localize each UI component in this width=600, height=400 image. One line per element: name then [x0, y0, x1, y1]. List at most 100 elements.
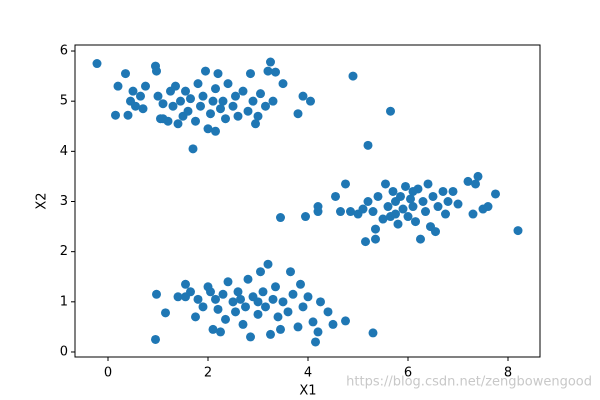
- point: [208, 324, 218, 334]
- point: [313, 202, 323, 212]
- point: [263, 259, 273, 269]
- y-tick-label: 4: [60, 144, 68, 159]
- point: [388, 186, 398, 196]
- point: [491, 189, 500, 199]
- point: [373, 191, 383, 201]
- point: [358, 204, 368, 214]
- point: [186, 287, 195, 297]
- point: [216, 327, 225, 337]
- point: [368, 328, 378, 338]
- point: [228, 297, 238, 307]
- point: [293, 322, 303, 332]
- watermark: https://blog.csdn.net/zengbowengood: [346, 375, 592, 390]
- point: [283, 307, 293, 317]
- point: [223, 277, 233, 287]
- point: [138, 104, 148, 114]
- point: [253, 111, 263, 121]
- point: [216, 104, 225, 114]
- point: [136, 91, 145, 101]
- point: [243, 274, 253, 284]
- point: [168, 101, 178, 111]
- point: [198, 91, 208, 101]
- point: [206, 287, 215, 297]
- point: [271, 67, 280, 77]
- point: [201, 66, 210, 76]
- point: [288, 289, 298, 299]
- point: [181, 86, 190, 96]
- point: [152, 66, 161, 76]
- point: [176, 96, 185, 106]
- point: [403, 212, 413, 222]
- point: [238, 319, 248, 329]
- point: [396, 191, 405, 201]
- point: [468, 209, 478, 219]
- point: [286, 267, 295, 277]
- point: [206, 109, 215, 119]
- point: [236, 294, 245, 304]
- point: [278, 79, 288, 89]
- point: [363, 197, 373, 207]
- point: [336, 207, 345, 217]
- x-tick-label: 4: [304, 366, 312, 381]
- point: [378, 214, 388, 224]
- point: [271, 282, 280, 292]
- y-tick-label: 6: [60, 44, 68, 59]
- point: [111, 110, 120, 120]
- point: [393, 219, 403, 229]
- point: [158, 99, 168, 109]
- point: [483, 202, 493, 212]
- point: [158, 114, 168, 124]
- y-tick-label: 5: [60, 94, 68, 109]
- point: [113, 81, 123, 91]
- point: [401, 181, 410, 191]
- point: [193, 294, 203, 304]
- point: [431, 227, 440, 237]
- point: [251, 119, 260, 129]
- point: [428, 191, 438, 201]
- point: [208, 96, 218, 106]
- point: [278, 297, 288, 307]
- x-axis-label: X1: [299, 384, 316, 399]
- point: [181, 279, 190, 289]
- point: [218, 289, 228, 299]
- plot-frame: [74, 44, 541, 358]
- point: [328, 319, 338, 329]
- point: [173, 292, 183, 302]
- point: [331, 191, 340, 201]
- point: [198, 302, 208, 312]
- x-tick-label: 0: [104, 366, 112, 381]
- point: [398, 204, 408, 214]
- point: [323, 307, 333, 317]
- point: [371, 224, 380, 234]
- point: [173, 119, 183, 129]
- point: [233, 111, 243, 121]
- point: [211, 84, 220, 94]
- point: [161, 308, 170, 318]
- point: [341, 316, 350, 326]
- point: [473, 171, 483, 181]
- point: [303, 292, 313, 302]
- point: [256, 267, 265, 277]
- point: [408, 186, 418, 196]
- x-tick-label: 8: [504, 366, 512, 381]
- y-axis-label: X2: [35, 192, 50, 209]
- y-tick-label: 2: [60, 244, 68, 259]
- point: [463, 176, 473, 186]
- point: [261, 101, 270, 111]
- point: [191, 116, 200, 126]
- y-tick-label: 0: [60, 344, 68, 359]
- point: [411, 217, 420, 227]
- point: [266, 57, 275, 67]
- point: [371, 234, 380, 244]
- point: [438, 186, 448, 196]
- point: [191, 312, 200, 322]
- point: [213, 304, 223, 314]
- point: [406, 194, 415, 204]
- point: [261, 302, 270, 312]
- point: [141, 81, 150, 91]
- point: [268, 294, 278, 304]
- point: [296, 279, 305, 289]
- point: [183, 106, 193, 116]
- point: [231, 91, 240, 101]
- point: [92, 59, 102, 69]
